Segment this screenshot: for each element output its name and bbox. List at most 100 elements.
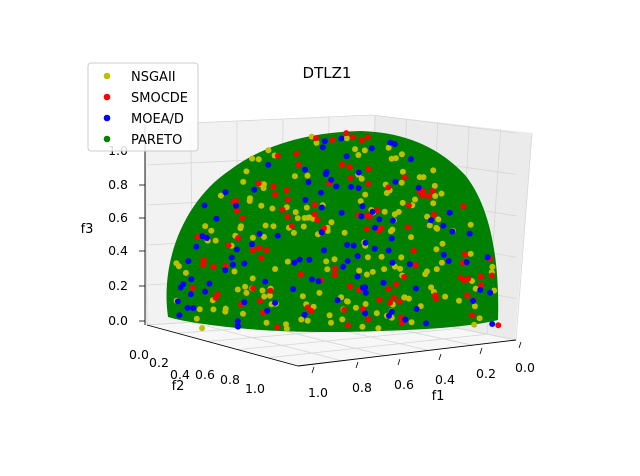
point-nsgaii — [424, 213, 431, 220]
point-smocde — [255, 180, 262, 187]
point-moea-d — [264, 307, 271, 314]
point-smocde — [401, 174, 408, 181]
point-nsgaii — [442, 293, 449, 300]
point-smocde — [387, 299, 394, 306]
point-nsgaii — [331, 256, 338, 263]
point-nsgaii — [175, 263, 182, 270]
point-smocde — [477, 273, 484, 280]
point-moea-d — [385, 247, 392, 254]
legend: NSGAII SMOCDE MOEA/D PARETO — [87, 62, 199, 152]
y-axis-label: f2 — [172, 379, 185, 394]
point-moea-d — [392, 178, 399, 185]
point-nsgaii — [352, 304, 359, 311]
point-nsgaii — [231, 268, 238, 275]
point-nsgaii — [284, 258, 291, 265]
y-tick-label: 0.0 — [129, 347, 149, 362]
point-moea-d — [188, 276, 195, 283]
point-smocde — [314, 217, 321, 223]
point-nsgaii — [433, 246, 440, 253]
point-moea-d — [318, 204, 325, 211]
point-nsgaii — [328, 319, 334, 326]
point-nsgaii — [246, 198, 253, 204]
z-tick-label: 0.4 — [108, 243, 128, 258]
point-nsgaii — [399, 199, 406, 206]
point-nsgaii — [196, 306, 203, 313]
point-moea-d — [180, 281, 187, 288]
point-nsgaii — [316, 289, 323, 296]
point-nsgaii — [208, 227, 215, 234]
point-nsgaii — [426, 222, 433, 229]
point-smocde — [270, 183, 277, 190]
point-smocde — [331, 271, 338, 278]
point-smocde — [233, 198, 240, 204]
point-moea-d — [184, 304, 191, 311]
point-nsgaii — [326, 312, 333, 319]
point-moea-d — [350, 242, 357, 249]
point-smocde — [495, 322, 502, 329]
point-nsgaii — [339, 316, 346, 323]
point-moea-d — [415, 184, 422, 191]
point-smocde — [393, 281, 400, 288]
point-smocde — [349, 134, 356, 141]
point-nsgaii — [363, 271, 370, 278]
point-smocde — [343, 130, 350, 137]
point-smocde — [385, 184, 392, 191]
legend-label-moea-d: MOEA/D — [131, 112, 184, 127]
point-nsgaii — [357, 198, 364, 205]
point-moea-d — [249, 241, 255, 248]
x-tick-mark — [479, 347, 483, 355]
point-moea-d — [328, 176, 335, 183]
point-moea-d — [402, 316, 409, 323]
point-nsgaii — [472, 285, 479, 292]
point-smocde — [239, 214, 246, 221]
point-nsgaii — [255, 156, 262, 163]
point-moea-d — [358, 213, 365, 220]
point-nsgaii — [269, 205, 276, 212]
point-smocde — [210, 263, 217, 270]
legend-marker-smocde — [103, 93, 111, 101]
point-nsgaii — [359, 323, 366, 330]
point-nsgaii — [210, 306, 217, 313]
point-smocde — [233, 207, 240, 214]
point-moea-d — [344, 242, 351, 248]
point-nsgaii — [242, 283, 249, 290]
point-moea-d — [301, 311, 308, 318]
point-moea-d — [319, 144, 326, 151]
point-nsgaii — [182, 269, 189, 276]
point-nsgaii — [199, 325, 206, 332]
point-moea-d — [369, 208, 376, 215]
point-nsgaii — [438, 259, 445, 266]
point-nsgaii — [272, 266, 279, 272]
x-tick-mark — [311, 366, 315, 374]
point-smocde — [257, 298, 264, 304]
y-tick-label: 0.8 — [220, 372, 240, 387]
point-nsgaii — [361, 147, 368, 154]
scatter-points — [173, 130, 502, 332]
point-moea-d — [362, 310, 369, 317]
point-moea-d — [362, 284, 369, 291]
point-moea-d — [449, 228, 456, 235]
y-axis-line — [146, 324, 299, 367]
point-nsgaii — [298, 316, 305, 323]
point-moea-d — [355, 185, 362, 191]
point-moea-d — [477, 287, 484, 293]
point-moea-d — [338, 135, 345, 142]
point-smocde — [405, 202, 412, 209]
point-smocde — [222, 262, 229, 269]
point-moea-d — [354, 253, 361, 260]
point-moea-d — [428, 217, 435, 224]
x-tick-label: 1.0 — [308, 385, 328, 400]
point-smocde — [332, 265, 339, 272]
point-nsgaii — [313, 139, 320, 146]
point-nsgaii — [398, 151, 405, 158]
point-smocde — [288, 222, 295, 229]
point-nsgaii — [471, 321, 478, 328]
point-nsgaii — [398, 254, 405, 261]
point-nsgaii — [420, 174, 427, 181]
point-nsgaii — [270, 223, 277, 230]
point-smocde — [376, 296, 383, 303]
point-smocde — [293, 150, 300, 157]
point-moea-d — [423, 320, 430, 327]
point-moea-d — [440, 251, 447, 258]
x-tick-label: 0.6 — [394, 377, 414, 392]
